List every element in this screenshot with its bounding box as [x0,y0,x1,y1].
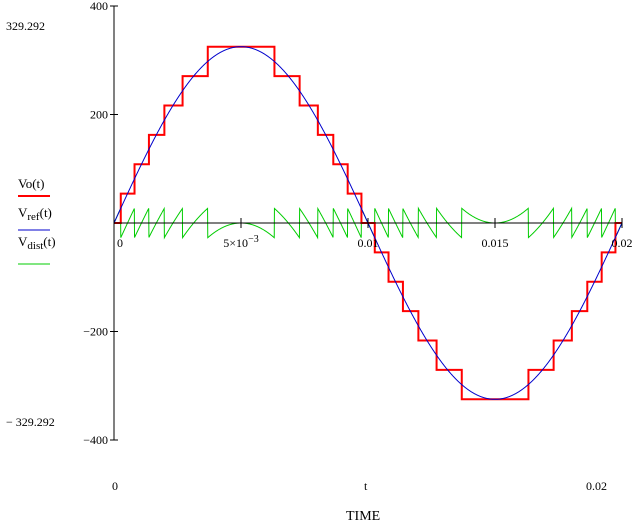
y-axis-ticks: 400 200 −200 −400 [83,0,118,447]
x-axis-label: TIME [346,509,380,524]
y-tick-label: −400 [83,433,108,447]
y-tick-label: 400 [90,0,108,13]
legend: Vo(t) Vref(t) Vdist(t) [18,176,56,265]
x-range-right: 0.02 [586,479,607,493]
x-tick-label: 0 [117,236,123,250]
y-tick-label: 200 [90,108,108,122]
x-tick-label: 0.01 [358,236,379,250]
y-tick-label: −200 [83,325,108,339]
y-min-marker: − 329.292 [6,415,55,429]
legend-label-vdist: Vdist(t) [18,234,56,252]
x-tick-label: 0.02 [612,236,633,250]
x-tick-label: 0.015 [482,236,509,250]
x-variable: t [364,479,368,493]
x-range-left: 0 [112,479,118,493]
x-tick-label: 5×10−3 [223,234,258,250]
legend-label-vref: Vref(t) [18,205,52,223]
y-max-marker: 329.292 [6,19,45,33]
legend-label-vo: Vo(t) [18,176,44,191]
